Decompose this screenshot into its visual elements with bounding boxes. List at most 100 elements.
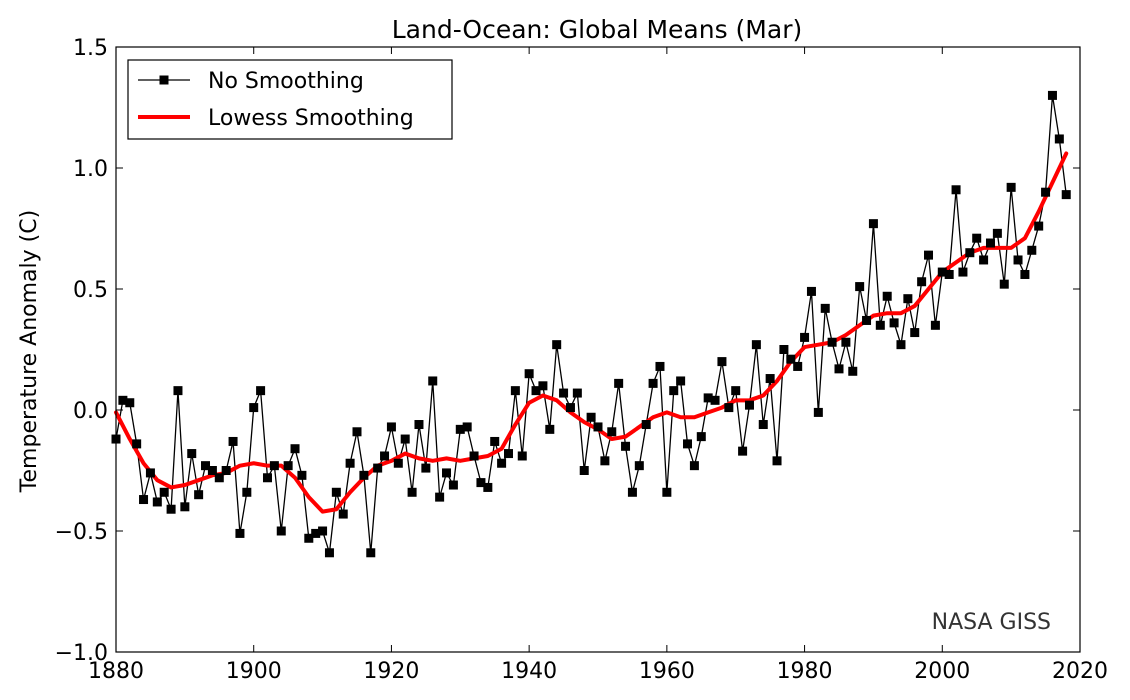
- axis-ticks: 1880 1900 1920 1940 1960 1980 2000 2020 −1.0 −0.5…: [55, 36, 1108, 684]
- data-point: [868, 219, 878, 229]
- data-point: [249, 403, 259, 413]
- legend-box: [127, 59, 453, 140]
- data-point: [386, 422, 396, 432]
- data-point: [173, 386, 183, 396]
- data-point: [180, 502, 190, 512]
- data-point: [235, 528, 245, 538]
- data-point: [614, 378, 624, 388]
- data-point: [338, 509, 348, 519]
- data-point: [283, 461, 293, 471]
- data-point: [442, 468, 452, 478]
- data-point: [738, 446, 748, 456]
- data-point: [324, 548, 334, 558]
- data-point: [435, 492, 445, 502]
- data-point: [545, 424, 555, 434]
- y-tick-label: 1.0: [73, 157, 108, 182]
- data-point: [600, 456, 610, 466]
- data-point: [366, 548, 376, 558]
- data-point: [503, 449, 513, 459]
- data-point: [1006, 182, 1016, 192]
- data-point: [689, 461, 699, 471]
- data-point: [476, 478, 486, 488]
- y-tick-label: −1.0: [55, 641, 108, 666]
- data-point: [262, 473, 272, 483]
- data-point: [958, 267, 968, 277]
- data-point: [201, 461, 211, 471]
- data-point: [751, 340, 761, 350]
- legend-label-lowess-smoothing: Lowess Smoothing: [208, 106, 414, 131]
- data-point: [772, 456, 782, 466]
- data-point: [345, 458, 355, 468]
- data-point: [724, 403, 734, 413]
- data-point: [1041, 187, 1051, 197]
- data-point: [1061, 190, 1071, 200]
- x-tick-label: 1920: [363, 659, 419, 684]
- data-point: [510, 386, 520, 396]
- data-point: [407, 487, 417, 497]
- legend-marker-no-smoothing: [159, 75, 169, 85]
- data-point: [889, 318, 899, 328]
- data-point: [380, 451, 390, 461]
- data-point: [979, 255, 989, 265]
- data-point: [1034, 221, 1044, 231]
- data-point: [166, 504, 176, 514]
- data-point: [944, 269, 954, 279]
- y-tick-label: 0.0: [73, 399, 108, 424]
- data-point: [593, 422, 603, 432]
- data-point: [1013, 255, 1023, 265]
- data-point: [297, 470, 307, 480]
- data-point: [552, 340, 562, 350]
- data-point: [565, 403, 575, 413]
- data-point: [311, 528, 321, 538]
- plot-frame: [115, 46, 1081, 653]
- data-point: [972, 233, 982, 243]
- data-point: [924, 250, 934, 260]
- data-point: [655, 361, 665, 371]
- data-point: [572, 388, 582, 398]
- data-point: [744, 400, 754, 410]
- data-point: [290, 444, 300, 454]
- y-tick-label: 1.5: [73, 36, 108, 61]
- series-line-lowess-smoothing: [114, 151, 1069, 514]
- legend: No Smoothing Lowess Smoothing: [127, 59, 453, 140]
- y-tick-label: 0.5: [73, 278, 108, 303]
- data-point: [896, 340, 906, 350]
- data-point: [304, 533, 314, 543]
- data-point: [359, 470, 369, 480]
- data-point: [118, 395, 128, 405]
- data-point: [786, 354, 796, 364]
- data-point: [242, 487, 252, 497]
- legend-label-no-smoothing: No Smoothing: [208, 69, 364, 94]
- data-point: [627, 487, 637, 497]
- data-point: [607, 427, 617, 437]
- data-point: [256, 386, 266, 396]
- data-point: [669, 386, 679, 396]
- data-point: [531, 386, 541, 396]
- data-point: [621, 441, 631, 451]
- data-point: [999, 279, 1009, 289]
- data-point: [483, 482, 493, 492]
- data-point: [579, 466, 589, 475]
- data-point: [862, 315, 872, 325]
- plot-markers: [111, 90, 1071, 558]
- data-point: [696, 432, 706, 442]
- data-point: [1027, 245, 1037, 255]
- data-point: [793, 361, 803, 371]
- data-point: [648, 378, 658, 388]
- series-line-no-smoothing: [115, 94, 1067, 554]
- x-tick-label: 1880: [88, 659, 144, 684]
- data-point: [841, 337, 851, 347]
- data-point: [992, 228, 1002, 238]
- plot-series: [114, 94, 1069, 554]
- data-point: [524, 369, 534, 379]
- data-point: [1020, 269, 1030, 279]
- data-point: [159, 487, 169, 497]
- data-point: [132, 439, 142, 449]
- chart-title: Land-Ocean: Global Means (Mar): [392, 15, 802, 44]
- data-point: [676, 376, 686, 386]
- data-point: [985, 238, 995, 248]
- data-point: [469, 451, 479, 461]
- data-point: [125, 398, 135, 408]
- x-tick-label: 1980: [777, 659, 833, 684]
